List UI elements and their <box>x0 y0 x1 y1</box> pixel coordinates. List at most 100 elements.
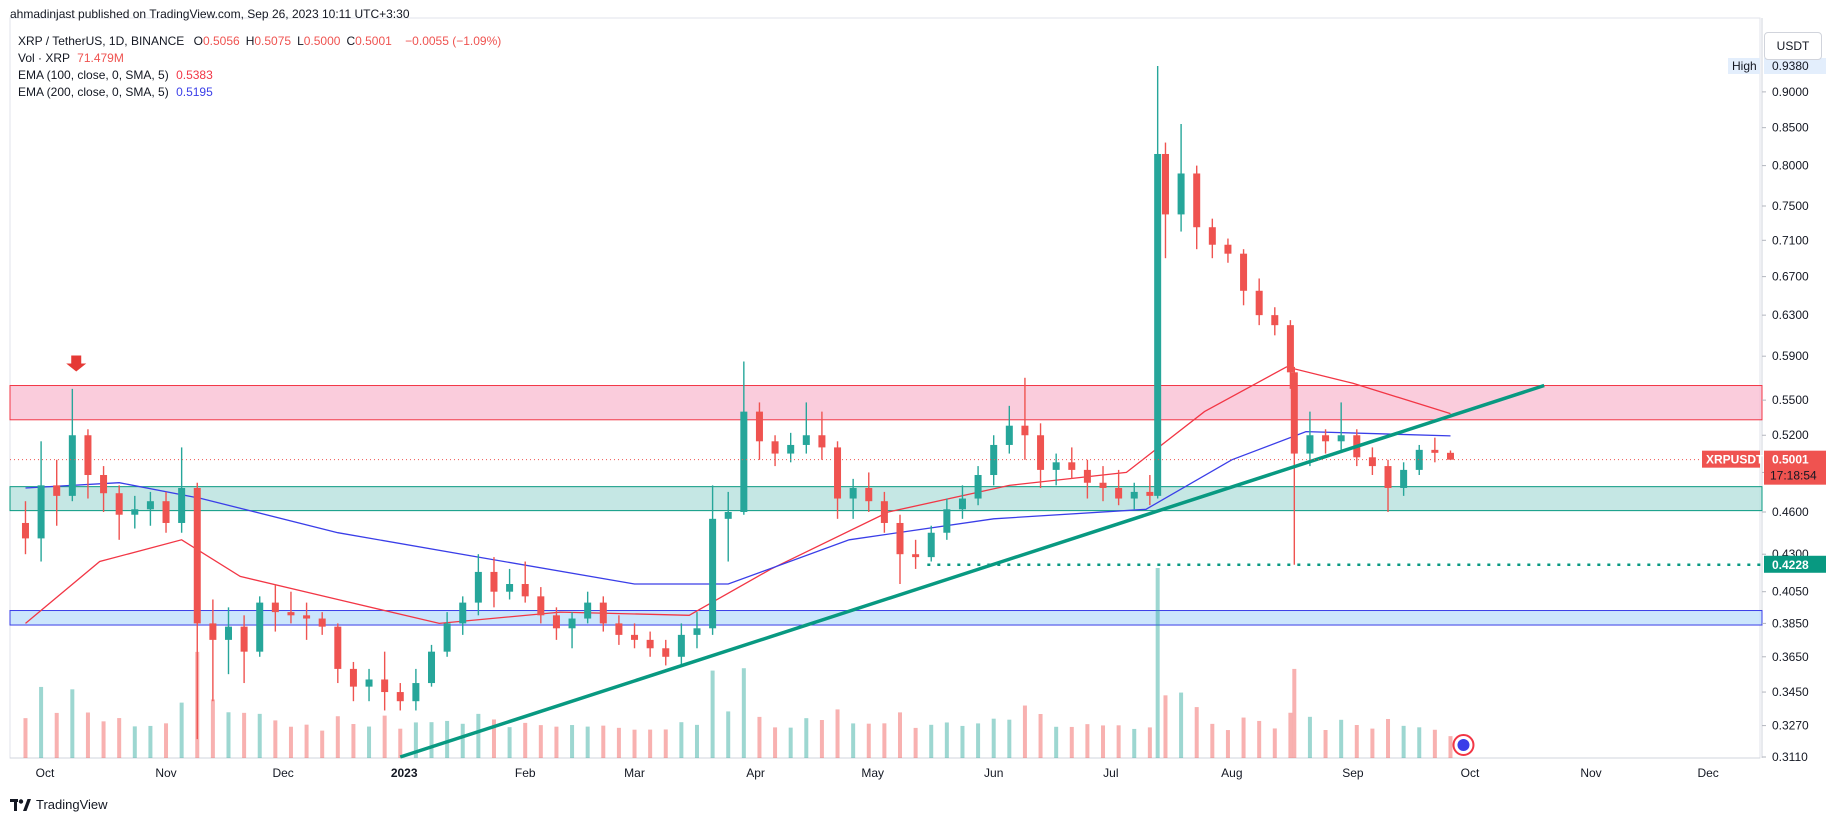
volume-bar <box>1069 726 1074 758</box>
volume-bar <box>1370 728 1375 758</box>
price-zones <box>9 385 1763 626</box>
volume-bar <box>835 709 840 758</box>
last-price-badge-bg <box>1764 450 1826 485</box>
candle <box>1255 278 1263 326</box>
volume-bar <box>429 722 434 758</box>
ascending-trendline[interactable] <box>399 383 1545 759</box>
price-axis[interactable]: 0.9000 0.8500 0.8000 0.7500 0.7100 0.6700 0.63… <box>1762 85 1809 764</box>
time-tick-label: Jun <box>984 766 1003 780</box>
time-tick-label: May <box>861 766 884 780</box>
candle <box>209 599 217 702</box>
volume-bar <box>1155 568 1160 758</box>
volume-bar <box>1257 720 1262 758</box>
candle <box>990 435 998 486</box>
volume-legend: Vol · XRP 71.479M <box>18 51 124 65</box>
volume-bar <box>23 718 28 758</box>
volume-value: 71.479M <box>77 51 124 65</box>
candle <box>1431 437 1439 463</box>
candle-body <box>1083 469 1091 483</box>
volume-bar <box>523 722 528 758</box>
candle <box>662 639 670 666</box>
candle-body <box>1037 435 1045 470</box>
volume-bar <box>632 729 637 758</box>
symbol-badge-bg <box>1702 450 1760 468</box>
candle <box>84 429 92 499</box>
ema100-label: EMA (100, close, 0, SMA, 5) <box>18 68 169 82</box>
candle-body <box>990 444 998 476</box>
time-axis[interactable]: Oct Nov Dec 2023 Feb Mar Apr May Jun Jul Aug Sep Oct… <box>36 766 1719 780</box>
candle-body <box>880 501 888 523</box>
tradingview-footer[interactable]: TradingView <box>10 797 108 812</box>
symbol-badge-label: XRPUSDT <box>1706 453 1764 467</box>
volume-bar <box>570 725 575 758</box>
candle-body <box>943 509 951 533</box>
candle <box>506 568 514 600</box>
candle <box>1384 459 1392 512</box>
candle <box>755 402 763 460</box>
ema100-value: 0.5383 <box>176 68 213 82</box>
candle-body <box>896 522 904 555</box>
volume-label: Vol · XRP <box>18 51 70 65</box>
volume-bar <box>351 724 356 758</box>
candle-body <box>318 618 326 627</box>
candle <box>1306 411 1314 467</box>
candle <box>912 539 920 569</box>
volume-bar <box>39 686 44 758</box>
volume-bar <box>1417 727 1422 758</box>
candle <box>459 596 467 635</box>
volume-bar <box>694 724 699 758</box>
candle-body <box>365 679 373 687</box>
candle-body <box>1161 153 1169 215</box>
volume-bar <box>1241 717 1246 758</box>
candle-body <box>1271 315 1279 326</box>
candle <box>21 501 29 555</box>
candle <box>162 491 170 533</box>
volume-bar <box>1448 736 1453 758</box>
chart-drawings <box>10 355 1762 759</box>
countdown-timer: 17:18:54 <box>1770 469 1817 483</box>
candle-body <box>1337 435 1345 442</box>
candle <box>1400 462 1408 496</box>
candle-body <box>1400 469 1408 488</box>
volume-bar <box>132 726 137 758</box>
candle <box>1208 218 1216 259</box>
candle <box>224 607 232 675</box>
ema200-value: 0.5195 <box>176 85 213 99</box>
candle-body <box>178 487 186 523</box>
candle <box>318 612 326 635</box>
price-badge: XRPUSDT 0.5001 17:18:54 <box>1702 450 1826 485</box>
candle <box>474 554 482 616</box>
time-tick-label: Sep <box>1342 766 1364 780</box>
candle <box>740 361 748 515</box>
currency-button[interactable]: USDT <box>1764 32 1822 60</box>
candle <box>271 584 279 632</box>
lower-support-zone <box>9 610 1763 626</box>
time-tick-label: Nov <box>1580 766 1601 780</box>
volume-bar <box>1007 719 1012 758</box>
candle-body <box>256 602 264 652</box>
candle <box>1368 447 1376 476</box>
volume-bar <box>445 720 450 758</box>
ema200-legend: EMA (200, close, 0, SMA, 5) 0.5195 <box>18 85 213 99</box>
volume-bar <box>382 715 387 758</box>
tradingview-logo-icon <box>10 798 31 811</box>
volume-bar <box>54 712 59 758</box>
candle <box>1021 377 1029 460</box>
candle <box>443 612 451 657</box>
volume-bar <box>601 725 606 758</box>
candle <box>256 596 264 657</box>
candle-body <box>396 692 404 702</box>
candle <box>428 644 436 687</box>
price-tick-label: 0.4050 <box>1772 585 1809 599</box>
volume-bar <box>148 725 153 758</box>
volume-bar <box>788 727 793 758</box>
candle-body <box>865 487 873 502</box>
candle-body <box>193 487 201 624</box>
candle <box>53 459 61 526</box>
price-tick-label: 0.6300 <box>1772 308 1809 322</box>
candle-body <box>381 679 389 693</box>
candle-body <box>1021 425 1029 436</box>
candle <box>68 388 76 502</box>
volume-bar <box>101 721 106 758</box>
